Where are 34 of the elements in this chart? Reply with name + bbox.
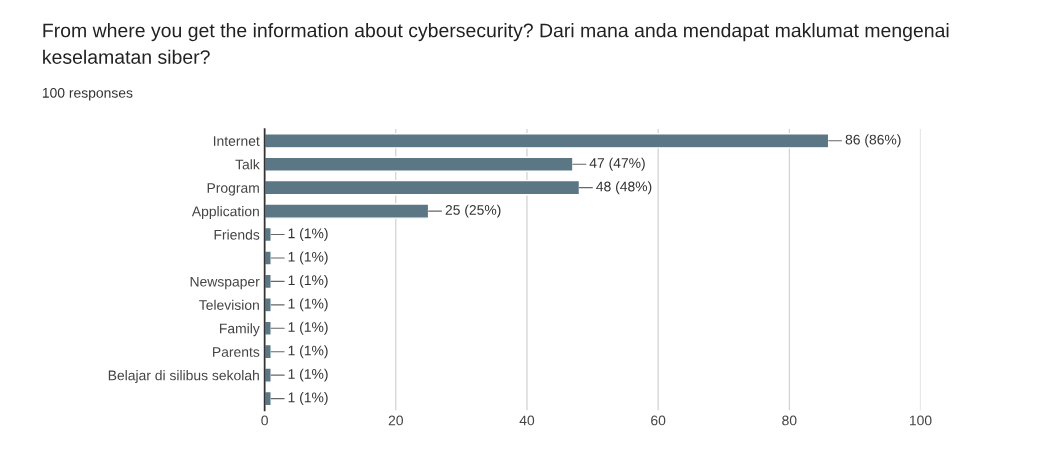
bar <box>264 133 830 149</box>
bar <box>264 179 581 196</box>
y-tick-label: Talk <box>235 159 260 170</box>
y-tick-label: Newspaper <box>190 276 260 290</box>
data-label: 1 (1%) <box>288 321 328 335</box>
data-label: 48 (48%) <box>596 181 652 195</box>
data-label: 1 (1%) <box>288 368 328 382</box>
data-label: 86 (86%) <box>845 134 901 148</box>
y-tick-label: Parents <box>213 347 260 357</box>
data-label: 25 (25%) <box>445 204 501 218</box>
data-label: 1 (1%) <box>288 392 328 406</box>
y-tick-label: Application <box>191 206 259 220</box>
bar <box>264 156 574 172</box>
y-tick-label: Program <box>207 183 259 196</box>
data-label: 1 (1%) <box>288 345 328 359</box>
data-label: 47 (47%) <box>589 157 645 171</box>
x-tick-label: 80 <box>782 415 797 426</box>
bar <box>264 203 430 219</box>
data-label: 1 (1%) <box>288 228 328 241</box>
x-tick-label: 0 <box>261 415 268 426</box>
x-tick-label: 100 <box>909 415 932 426</box>
data-label: 1 (1%) <box>288 298 328 312</box>
data-label: 1 (1%) <box>288 274 328 288</box>
chart-title: From where you get the information about cybersecurity? Dari mana anda mendapat maklumat mengenai keselamatan siber? <box>43 23 949 64</box>
y-tick-label: Internet <box>213 136 260 146</box>
y-tick-label: Belajar di silibus sekolah <box>108 370 259 384</box>
y-tick-label: Friends <box>214 229 260 240</box>
x-tick-label: 40 <box>519 415 535 426</box>
x-tick-label: 20 <box>388 415 403 426</box>
data-label: 1 (1%) <box>288 251 328 265</box>
text: 100 responses <box>42 87 133 101</box>
y-tick-label: Family <box>220 323 260 337</box>
x-tick-label: 60 <box>651 415 666 426</box>
y-tick-label: Television <box>199 299 259 311</box>
